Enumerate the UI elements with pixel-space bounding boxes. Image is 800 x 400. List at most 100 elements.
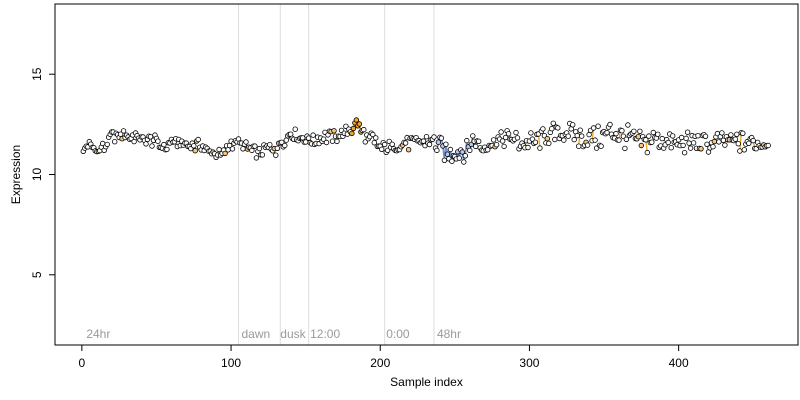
- data-point: [292, 126, 298, 132]
- data-point: [147, 134, 154, 140]
- data-point: [476, 138, 482, 144]
- data-point: [253, 155, 260, 161]
- data-point: [229, 146, 236, 152]
- data-point: [544, 135, 550, 142]
- x-tick-label: 200: [370, 356, 390, 370]
- phase-label: 48hr: [437, 327, 461, 341]
- data-point: [447, 146, 454, 153]
- data-point: [279, 139, 285, 145]
- data-point: [240, 146, 246, 152]
- data-point: [646, 133, 652, 139]
- data-point: [678, 134, 685, 141]
- data-point: [505, 131, 512, 137]
- data-point: [252, 143, 258, 149]
- data-point: [528, 130, 534, 136]
- data-point: [431, 134, 437, 140]
- data-point: [164, 146, 170, 153]
- data-point: [498, 129, 504, 135]
- data-point: [592, 137, 598, 143]
- phase-label: 12:00: [310, 327, 340, 341]
- data-point: [370, 131, 376, 138]
- data-point: [619, 127, 625, 134]
- data-point: [334, 138, 340, 145]
- data-point: [719, 130, 725, 136]
- data-point: [561, 137, 567, 143]
- data-point: [765, 142, 771, 149]
- y-axis-label: Expression: [9, 145, 23, 204]
- data-point: [305, 135, 312, 141]
- data-point: [441, 157, 448, 163]
- data-point: [550, 120, 556, 126]
- data-point: [111, 138, 118, 145]
- data-point: [443, 141, 449, 147]
- x-tick-label: 300: [519, 356, 539, 370]
- data-point: [423, 133, 430, 140]
- data-point: [716, 139, 722, 145]
- data-point: [490, 137, 497, 143]
- data-point: [687, 145, 694, 151]
- data-point: [502, 134, 509, 141]
- data-point: [514, 135, 521, 141]
- data-point: [537, 145, 543, 151]
- data-point: [434, 147, 440, 154]
- data-point: [631, 128, 637, 134]
- data-point: [686, 140, 692, 146]
- phase-boundary-lines: [238, 4, 435, 345]
- data-point: [444, 151, 451, 157]
- data-point: [493, 141, 500, 148]
- data-point: [576, 143, 582, 149]
- data-point: [310, 132, 316, 138]
- data-point: [426, 141, 433, 148]
- data-point: [350, 125, 357, 132]
- data-point: [438, 135, 445, 141]
- data-point: [459, 149, 465, 155]
- data-point: [623, 136, 630, 142]
- data-point: [467, 147, 473, 154]
- data-point: [579, 133, 585, 139]
- data-point: [607, 121, 613, 128]
- data-point: [668, 144, 674, 151]
- data-point: [329, 138, 336, 144]
- data-point: [750, 137, 756, 144]
- data-point: [131, 138, 137, 145]
- data-point: [590, 125, 597, 131]
- x-tick-label: 100: [221, 356, 241, 370]
- data-point: [462, 153, 468, 159]
- data-point: [604, 129, 610, 136]
- y-tick-label: 5: [30, 271, 44, 278]
- data-point: [461, 159, 467, 165]
- data-point: [104, 141, 110, 148]
- data-point: [532, 139, 539, 145]
- data-point: [584, 142, 591, 148]
- data-point: [650, 129, 656, 136]
- data-point: [735, 140, 741, 147]
- data-point: [501, 143, 507, 150]
- data-point: [681, 149, 688, 156]
- phase-label: dusk: [280, 327, 306, 341]
- data-point: [684, 129, 691, 135]
- data-point: [356, 121, 363, 127]
- data-point: [267, 141, 273, 148]
- data-point: [683, 135, 689, 142]
- data-point: [644, 149, 650, 156]
- phase-label: 0:00: [386, 327, 410, 341]
- data-point: [155, 138, 161, 144]
- data-point: [649, 139, 655, 145]
- data-point: [456, 155, 462, 161]
- data-point: [570, 122, 576, 128]
- phase-labels: 24hr dawn dusk 12:00 0:00 48hr: [86, 327, 461, 341]
- data-point: [643, 137, 649, 143]
- x-axis-label: Sample index: [390, 375, 463, 389]
- data-point: [549, 125, 555, 132]
- data-point: [222, 150, 228, 157]
- data-points: [80, 117, 771, 165]
- data-point: [565, 133, 571, 139]
- data-point: [274, 145, 280, 151]
- data-point: [382, 141, 388, 148]
- data-point: [665, 139, 671, 146]
- data-point: [464, 137, 470, 144]
- x-tick-label: 0: [79, 356, 86, 370]
- data-point: [161, 141, 167, 148]
- y-tick-label: 10: [30, 168, 44, 182]
- data-point: [256, 145, 263, 152]
